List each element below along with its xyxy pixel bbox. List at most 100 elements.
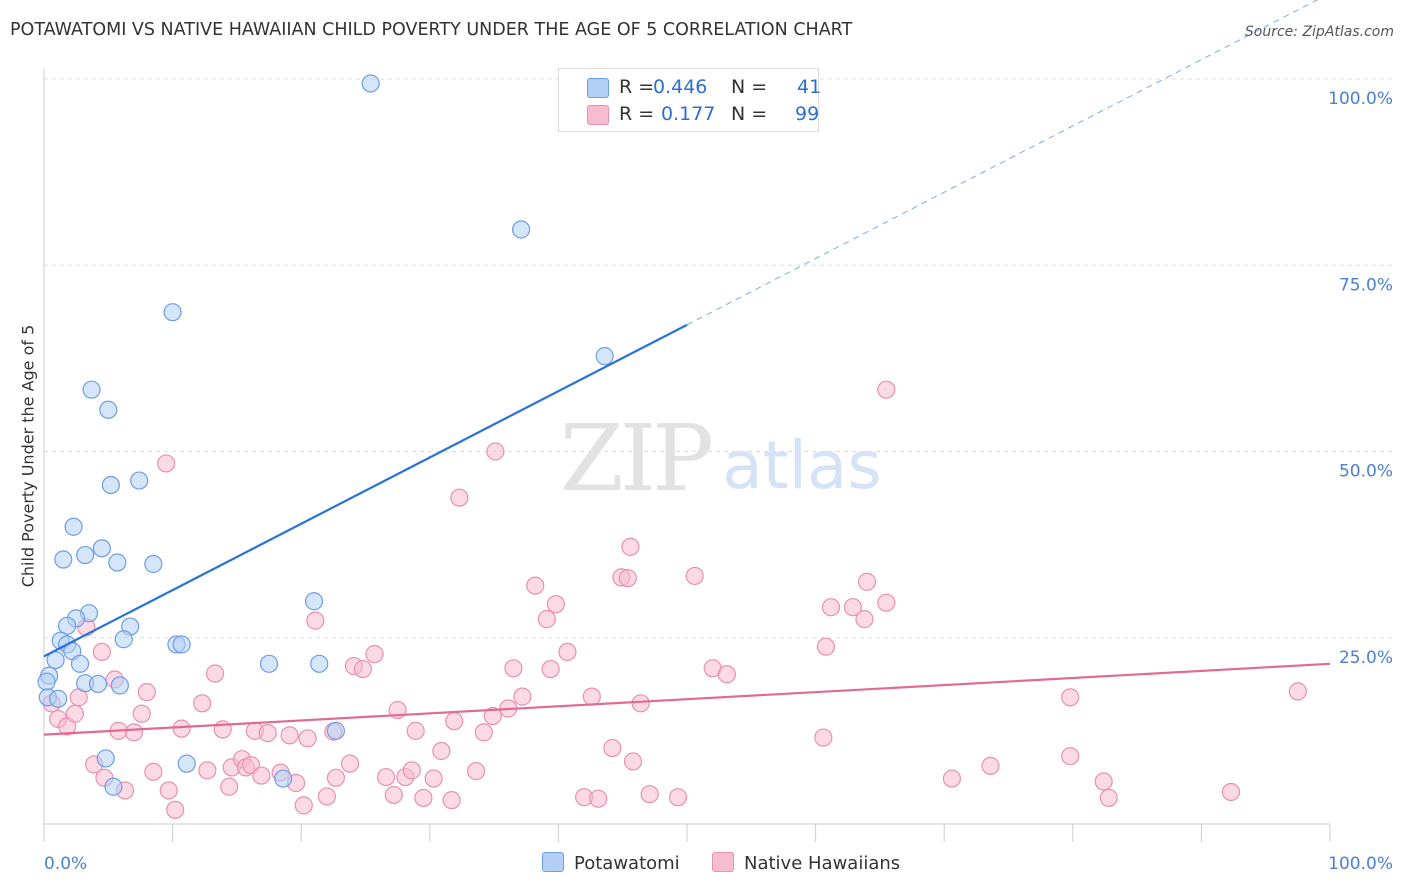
native-hawaiians-point: [450, 488, 469, 507]
pink-swatch-icon: [712, 852, 734, 872]
native-hawaiians-point: [821, 598, 841, 617]
native-hawaiians-point: [618, 569, 637, 588]
n-value: 99: [795, 103, 820, 125]
native-hawaiians-point: [1061, 747, 1080, 766]
source-label: Source: ZipAtlas.com: [1244, 24, 1394, 40]
potawatomi-point: [108, 553, 127, 572]
native-hawaiians-point: [442, 791, 461, 810]
native-hawaiians-point: [717, 665, 736, 684]
native-hawaiians-point: [513, 687, 532, 706]
potawatomi-trend-line: [43, 323, 688, 658]
r-label: R =: [619, 103, 655, 125]
native-hawaiians-point: [668, 788, 688, 807]
potawatomi-point: [88, 674, 108, 694]
native-hawaiians-point: [365, 645, 384, 664]
native-hawaiians-point: [157, 454, 176, 473]
grid-lines: [44, 78, 1394, 639]
potawatomi-point: [37, 672, 56, 691]
native-hawaiians-point: [474, 723, 493, 742]
native-hawaiians-point: [298, 729, 317, 748]
native-hawaiians-point: [1288, 682, 1307, 701]
potawatomi-point: [96, 749, 115, 768]
legend-label: Native Hawaiians: [744, 853, 901, 874]
native-hawaiians-point: [942, 769, 962, 788]
native-hawaiians-point: [317, 787, 337, 806]
potawatomi-point: [144, 554, 163, 574]
native-hawaiians-point: [541, 659, 560, 679]
watermark-atlas: atlas: [722, 427, 882, 504]
watermark: ZIP atlas: [560, 405, 882, 512]
native-hawaiians-point: [1099, 788, 1118, 808]
native-hawaiians-point: [414, 788, 433, 808]
potawatomi-point: [70, 654, 90, 673]
legend-native-hawaiians[interactable]: Native Hawaiians: [712, 852, 900, 874]
watermark-zip: ZIP: [560, 405, 711, 512]
native-hawaiians-point: [220, 777, 239, 796]
native-hawaiians-point: [376, 767, 396, 787]
native-hawaiians-point: [981, 756, 1000, 775]
n-label: N =: [731, 76, 768, 98]
native-hawaiians-point: [326, 768, 346, 787]
native-hawaiians-point: [582, 687, 601, 706]
native-hawaiians-point: [198, 761, 217, 780]
native-hawaiians-point: [843, 598, 862, 617]
native-hawaiians-point: [526, 576, 545, 595]
potawatomi-point: [259, 654, 279, 673]
native-hawaiians-point: [685, 566, 704, 586]
native-hawaiians-point: [603, 738, 622, 758]
native-hawaiians-point: [504, 659, 523, 678]
native-hawaiians-point: [486, 442, 505, 461]
native-hawaiians-point: [159, 781, 178, 800]
potawatomi-point: [326, 721, 346, 740]
pink-swatch-icon: [587, 105, 609, 125]
y-tick-label: 50.0%: [1339, 462, 1393, 482]
native-hawaiians-point: [640, 785, 659, 804]
native-hawaiians-point: [546, 595, 565, 614]
native-hawaiians-point: [537, 610, 556, 629]
native-hawaiians-point: [353, 659, 373, 679]
native-hawaiians-point: [166, 800, 185, 819]
potawatomi-point: [99, 400, 118, 419]
potawatomi-point: [92, 539, 111, 558]
native-hawaiians-point: [172, 719, 191, 738]
blue-swatch-icon: [587, 78, 609, 98]
potawatomi-point: [177, 754, 196, 773]
potawatomi-point: [54, 550, 73, 569]
y-tick-label: 25.0%: [1339, 648, 1393, 668]
native-hawaiians-point: [402, 761, 421, 780]
r-label: R =: [619, 76, 655, 98]
native-hawaiians-point: [816, 637, 835, 656]
potawatomi-point: [114, 630, 133, 649]
native-hawaiians-point: [406, 721, 425, 740]
native-hawaiians-point: [306, 611, 325, 630]
potawatomi-point: [274, 769, 293, 788]
potawatomi-point: [49, 689, 68, 708]
stats-legend: R = 0.446 N = 41 R = 0.177 N = 99: [558, 68, 821, 132]
native-hawaiians-point: [855, 610, 874, 629]
potawatomi-point: [110, 676, 129, 695]
native-hawaiians-point: [877, 593, 896, 612]
native-hawaiians-point: [132, 704, 151, 723]
native-hawaiians-point: [466, 762, 486, 781]
potawatomi-point: [163, 303, 182, 322]
y-tick-label: 100.0%: [1328, 89, 1393, 109]
legend-potawatomi[interactable]: Potawatomi: [542, 852, 680, 874]
native-hawaiians-point: [193, 694, 212, 713]
native-hawaiians-point: [589, 789, 608, 808]
potawatomi-point: [82, 380, 101, 399]
potawatomi-point: [130, 471, 149, 490]
native-hawaiians-point: [252, 766, 271, 785]
native-hawaiians-point: [205, 664, 225, 683]
native-hawaiians-point: [621, 537, 640, 556]
potawatomi-point: [64, 517, 83, 536]
native-hawaiians-point: [258, 724, 277, 743]
r-value: 0.446: [653, 76, 708, 98]
native-hawaiians-point: [1221, 782, 1241, 802]
potawatomi-point: [512, 220, 531, 239]
r-value: 0.177: [661, 103, 716, 125]
native-hawaiians-point: [92, 642, 111, 662]
native-hawaiians-point: [558, 642, 577, 662]
native-hawaiians-point: [340, 754, 360, 773]
native-hawaiians-point: [877, 380, 896, 399]
